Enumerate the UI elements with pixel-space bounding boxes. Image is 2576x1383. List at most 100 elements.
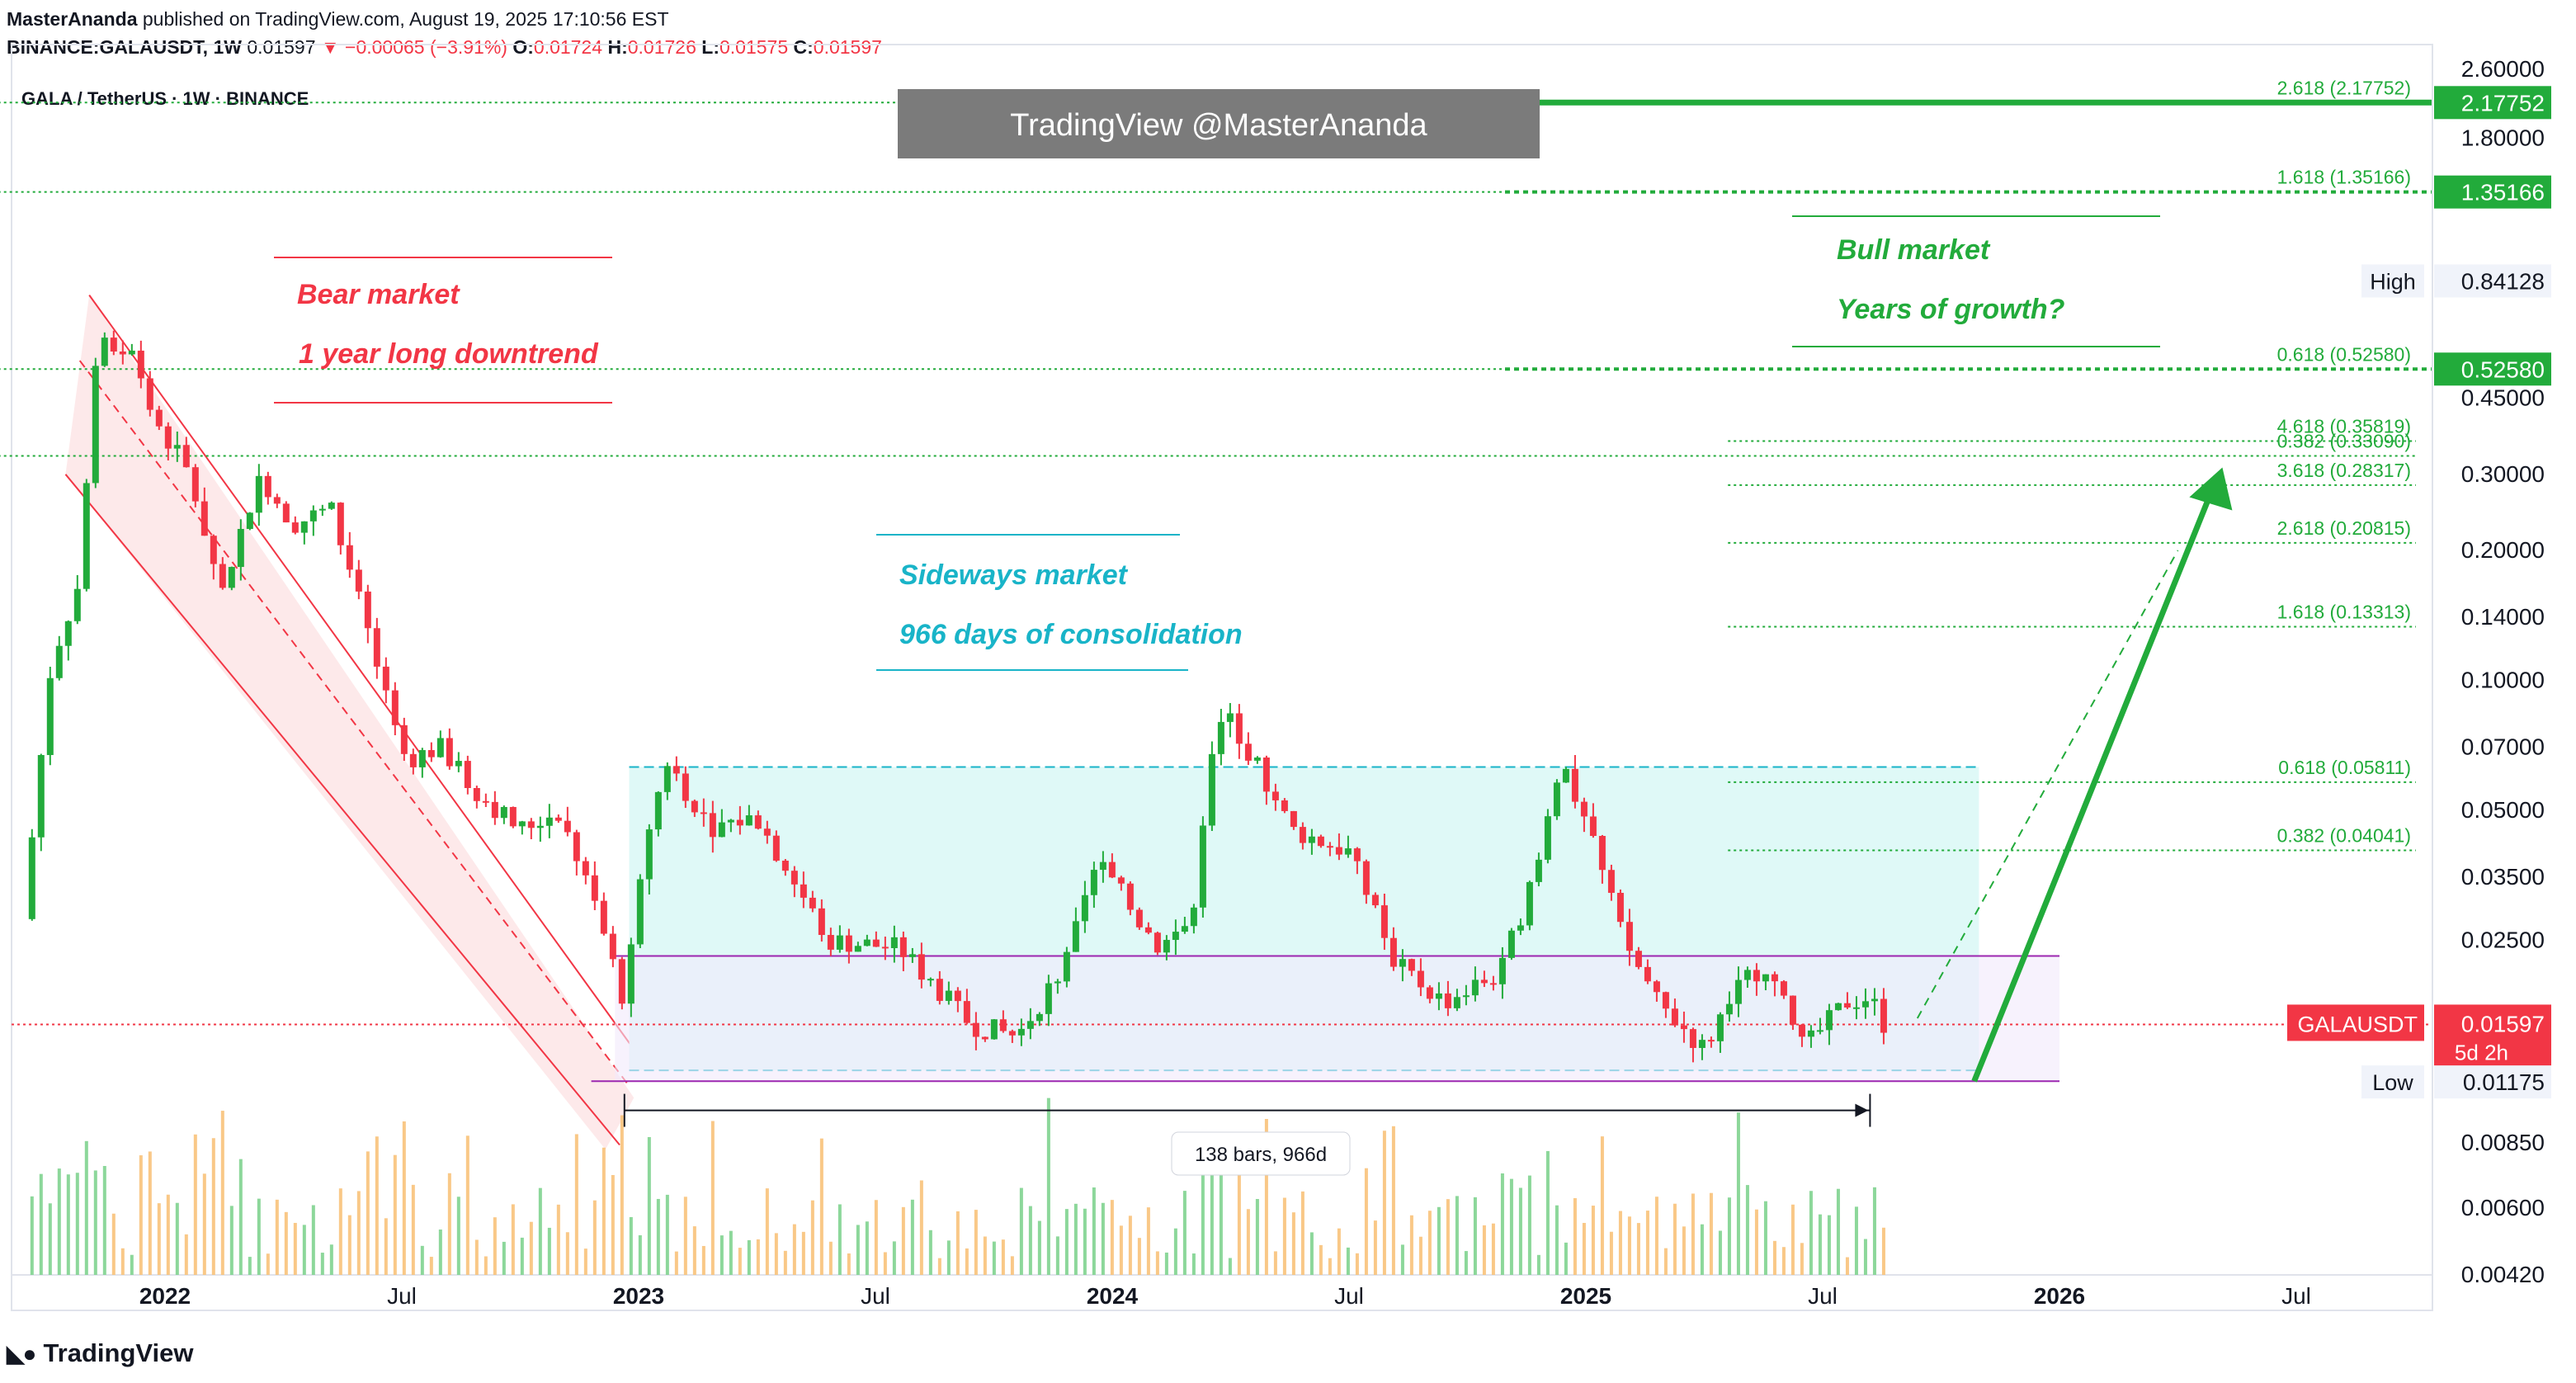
- candle-body: [636, 879, 644, 945]
- volume-bar: [783, 1250, 787, 1275]
- candle-body: [745, 815, 753, 826]
- candle-body: [1789, 995, 1796, 1025]
- volume-bar: [710, 1121, 715, 1275]
- volume-bar: [674, 1251, 678, 1275]
- candle-body: [754, 815, 762, 829]
- bull-arrow-line: [1971, 479, 2219, 1083]
- volume-bar: [946, 1240, 951, 1275]
- candle-body: [709, 813, 716, 838]
- candle-body: [1698, 1040, 1706, 1048]
- price-tick-label: 0.20000: [2461, 537, 2545, 563]
- measure-label-box: [1171, 1131, 1351, 1176]
- volume-bar: [84, 1140, 88, 1275]
- price-tick-label: 0.00600: [2461, 1195, 2545, 1220]
- candle-body: [73, 588, 81, 621]
- candle-body: [1253, 757, 1261, 761]
- price-tick-label: 0.07000: [2461, 734, 2545, 760]
- measure-label: 138 bars, 966d: [1195, 1144, 1327, 1166]
- volume-bar: [1736, 1112, 1740, 1275]
- volume-bar: [1028, 1206, 1032, 1275]
- close-value: 0.01597: [813, 36, 882, 58]
- volume-bar: [356, 1191, 361, 1275]
- volume-bar: [611, 1174, 615, 1275]
- volume-bar: [1110, 1200, 1114, 1275]
- candle-body: [28, 837, 35, 919]
- ohlc-line: BINANCE:GALAUSDT, 1W 0.01597 ▼ −0.00065 …: [7, 33, 882, 61]
- candle-body: [1662, 992, 1669, 1009]
- candle-body: [346, 545, 353, 570]
- candle-body: [573, 832, 580, 861]
- candle-body: [482, 800, 489, 803]
- candle-body: [1644, 966, 1651, 982]
- candle-body: [645, 829, 653, 880]
- volume-bar: [574, 1134, 578, 1275]
- volume-bar: [1609, 1231, 1613, 1275]
- candle-body: [436, 738, 444, 758]
- candle-body: [1635, 951, 1642, 967]
- price-tick-label: 0.00850: [2461, 1130, 2545, 1155]
- volume-bar: [1781, 1247, 1786, 1275]
- candle-body: [173, 445, 181, 449]
- volume-bar: [1228, 1258, 1232, 1275]
- bull-arrow-head-icon: [2189, 467, 2233, 511]
- volume-bar: [1763, 1201, 1767, 1275]
- volume-bar: [1818, 1214, 1822, 1275]
- volume-bar: [1800, 1243, 1804, 1275]
- candle-body: [1553, 782, 1560, 817]
- candle-body: [1807, 1030, 1814, 1037]
- candle-body: [1036, 1013, 1043, 1022]
- candle-body: [373, 628, 380, 667]
- low-value: 0.01575: [719, 36, 789, 58]
- candle-body: [763, 828, 771, 836]
- candle-body: [246, 512, 253, 529]
- volume-bar: [1545, 1150, 1550, 1275]
- candle-body: [1607, 870, 1615, 893]
- price-label-text: 2.17752: [2461, 90, 2545, 116]
- volume-bar: [220, 1111, 224, 1275]
- volume-bar: [602, 1147, 606, 1275]
- volume-bar: [1418, 1236, 1422, 1275]
- candle-body: [836, 935, 843, 950]
- volume-bar: [1682, 1226, 1686, 1275]
- volume-bar: [1555, 1205, 1559, 1275]
- volume-bar: [856, 1225, 860, 1275]
- bear-market-label: Bear market: [297, 279, 460, 310]
- candle-body: [55, 645, 63, 678]
- volume-bar: [493, 1217, 497, 1275]
- candle-body: [219, 564, 226, 588]
- candle-body: [1371, 894, 1379, 906]
- candle-body: [409, 753, 417, 767]
- tradingview-logo[interactable]: ◣● TradingView: [7, 1338, 194, 1368]
- volume-bar: [384, 1218, 388, 1275]
- volume-bar: [565, 1232, 569, 1275]
- volume-bar: [955, 1211, 960, 1275]
- projection-dashed-line: [1916, 550, 2179, 1019]
- candle-body: [881, 946, 889, 949]
- candle-body: [1743, 970, 1751, 980]
- volume-bar: [738, 1248, 742, 1275]
- open-label: O:: [512, 36, 534, 58]
- candle-body: [981, 1036, 988, 1040]
- volume-bar: [756, 1239, 760, 1275]
- volume-bar: [1527, 1175, 1531, 1275]
- extreme-tag-box: [2361, 264, 2424, 298]
- volume-bar: [1291, 1212, 1295, 1275]
- price-tick-label: 0.14000: [2461, 604, 2545, 630]
- volume-bar: [1709, 1192, 1713, 1275]
- time-tick-label: 2026: [2034, 1283, 2085, 1309]
- candle-body: [64, 621, 72, 646]
- candle-body: [237, 528, 244, 568]
- candle-body: [772, 835, 780, 861]
- candle-body: [954, 990, 961, 1002]
- candle-body: [927, 979, 934, 981]
- candle-body: [972, 1022, 979, 1037]
- author-name[interactable]: MasterAnanda: [7, 8, 138, 30]
- volume-bar: [1391, 1126, 1395, 1275]
- fib-level-label: 3.618 (0.28317): [2277, 460, 2411, 481]
- volume-bar: [1173, 1228, 1177, 1275]
- years-of-growth-label: Years of growth?: [1837, 294, 2065, 325]
- high-label: H:: [607, 36, 628, 58]
- volume-bar: [1264, 1119, 1268, 1275]
- down-arrow-icon: ▼: [320, 36, 340, 58]
